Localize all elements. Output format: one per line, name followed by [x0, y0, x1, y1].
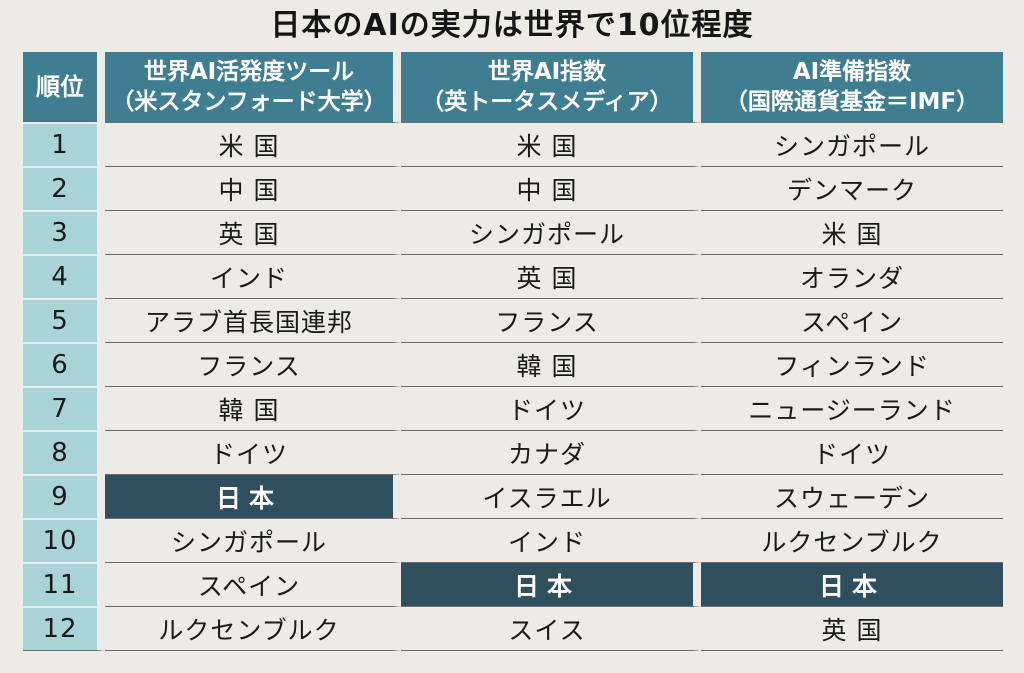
- header-stanford: 世界AI活発度ツール （米スタンフォード大学）: [105, 52, 401, 122]
- ranking-table: 順位 世界AI活発度ツール （米スタンフォード大学） 世界AI指数 （英トータス…: [23, 52, 1003, 651]
- header-imf-line1: AI準備指数: [792, 59, 912, 85]
- tortoise-cell: 韓 国: [401, 342, 701, 386]
- table-row: 4 インド英 国オランダ: [23, 254, 1003, 298]
- imf-cell: 英 国: [701, 606, 1003, 651]
- imf-cell: デンマーク: [701, 166, 1003, 210]
- imf-cell: シンガポール: [701, 122, 1003, 166]
- tortoise-cell: ドイツ: [401, 386, 701, 430]
- rank-cell: 11: [23, 562, 105, 606]
- header-imf: AI準備指数 （国際通貨基金＝IMF）: [701, 52, 1003, 122]
- stanford-cell: アラブ首長国連邦: [105, 298, 401, 342]
- header-tortoise: 世界AI指数 （英トータスメディア）: [401, 52, 701, 122]
- imf-cell: 日本: [701, 562, 1003, 606]
- rank-cell: 4: [23, 254, 105, 298]
- imf-cell: ニュージーランド: [701, 386, 1003, 430]
- header-stanford-line1: 世界AI活発度ツール: [143, 59, 355, 85]
- imf-cell: スウェーデン: [701, 474, 1003, 518]
- rank-cell: 7: [23, 386, 105, 430]
- stanford-cell: 米 国: [105, 122, 401, 166]
- rank-cell: 10: [23, 518, 105, 562]
- stanford-cell: 韓 国: [105, 386, 401, 430]
- table-row: 5 アラブ首長国連邦 フランス スペイン: [23, 298, 1003, 342]
- imf-cell: スペイン: [701, 298, 1003, 342]
- rank-cell: 3: [23, 210, 105, 254]
- header-imf-line2: （国際通貨基金＝IMF）: [724, 89, 980, 115]
- rank-cell: 1: [23, 122, 105, 166]
- imf-cell: ドイツ: [701, 430, 1003, 474]
- header-tortoise-line2: （英トータスメディア）: [421, 89, 673, 115]
- stanford-cell: インド: [105, 254, 401, 298]
- table-row: 8 ドイツ カナダ ドイツ: [23, 430, 1003, 474]
- header-stanford-line2: （米スタンフォード大学）: [111, 89, 387, 115]
- table-row: 11 スペイン 日本 日本: [23, 562, 1003, 606]
- rank-cell: 5: [23, 298, 105, 342]
- table-row: 9 日本 イスラエル スウェーデン: [23, 474, 1003, 518]
- stanford-cell: ドイツ: [105, 430, 401, 474]
- stanford-cell: 日本: [105, 474, 401, 518]
- tortoise-cell: 日本: [401, 562, 701, 606]
- stanford-cell: 中 国: [105, 166, 401, 210]
- stanford-cell: シンガポール: [105, 518, 401, 562]
- imf-cell: 米 国: [701, 210, 1003, 254]
- stanford-cell: フランス: [105, 342, 401, 386]
- imf-cell: オランダ: [701, 254, 1003, 298]
- tortoise-cell: カナダ: [401, 430, 701, 474]
- rank-cell: 2: [23, 166, 105, 210]
- tortoise-cell: 米 国: [401, 122, 701, 166]
- tortoise-cell: 英 国: [401, 254, 701, 298]
- tortoise-cell: 中 国: [401, 166, 701, 210]
- rank-header: 順位: [23, 52, 105, 122]
- table-row: 12 ルクセンブルク スイス英 国: [23, 606, 1003, 651]
- rank-cell: 12: [23, 606, 105, 651]
- rank-cell: 9: [23, 474, 105, 518]
- header-tortoise-line1: 世界AI指数: [487, 59, 607, 85]
- imf-cell: フィンランド: [701, 342, 1003, 386]
- tortoise-cell: スイス: [401, 606, 701, 651]
- tortoise-cell: フランス: [401, 298, 701, 342]
- imf-cell: ルクセンブルク: [701, 518, 1003, 562]
- tortoise-cell: イスラエル: [401, 474, 701, 518]
- tortoise-cell: シンガポール: [401, 210, 701, 254]
- table-row: 10 シンガポール インド ルクセンブルク: [23, 518, 1003, 562]
- header-row: 順位 世界AI活発度ツール （米スタンフォード大学） 世界AI指数 （英トータス…: [23, 52, 1003, 122]
- stanford-cell: スペイン: [105, 562, 401, 606]
- rank-cell: 8: [23, 430, 105, 474]
- table-row: 6 フランス韓 国フィンランド: [23, 342, 1003, 386]
- rank-cell: 6: [23, 342, 105, 386]
- table-title: 日本のAIの実力は世界で10位程度: [270, 8, 754, 43]
- stanford-cell: ルクセンブルク: [105, 606, 401, 651]
- stanford-cell: 英 国: [105, 210, 401, 254]
- tortoise-cell: インド: [401, 518, 701, 562]
